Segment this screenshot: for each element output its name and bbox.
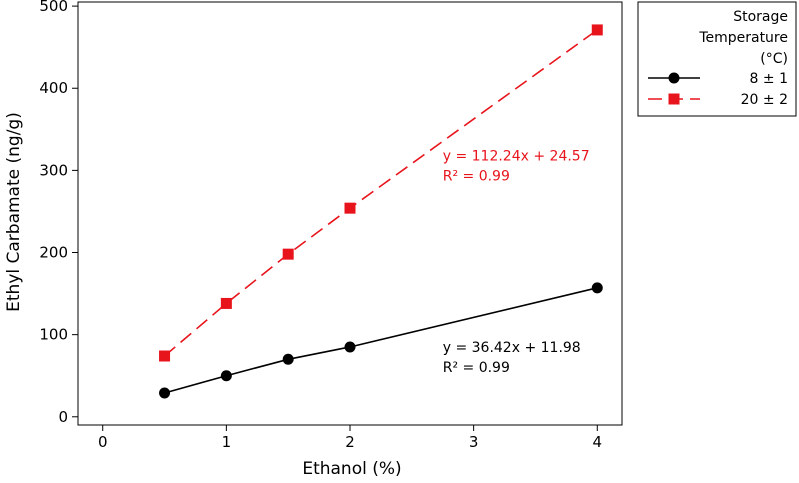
data-point bbox=[344, 341, 356, 353]
legend-title: Storage bbox=[733, 9, 788, 25]
data-point bbox=[159, 350, 171, 362]
series-group bbox=[159, 24, 603, 399]
legend-marker bbox=[668, 93, 680, 105]
regression-annotation: R² = 0.99 bbox=[443, 360, 510, 376]
legend-box bbox=[637, 1, 797, 117]
y-tick-label: 200 bbox=[39, 244, 68, 262]
axis-ticks: 0 1 2 3 4 0 100 200 300 400 500 bbox=[39, 0, 602, 451]
y-tick-label: 400 bbox=[39, 79, 68, 97]
legend: Storage Temperature (°C) 8 ± 1 20 ± 2 bbox=[637, 1, 797, 117]
data-point bbox=[282, 353, 294, 365]
legend-entry-label: 8 ± 1 bbox=[750, 71, 788, 87]
y-axis-label: Ethyl Carbamate (ng/g) bbox=[4, 112, 24, 312]
regression-annotation: y = 36.42x + 11.98 bbox=[443, 340, 581, 356]
x-tick-label: 2 bbox=[345, 433, 355, 451]
x-tick-label: 0 bbox=[98, 433, 108, 451]
series-1 bbox=[159, 24, 603, 362]
x-tick-label: 1 bbox=[222, 433, 232, 451]
y-tick-label: 500 bbox=[39, 0, 68, 15]
data-point bbox=[159, 387, 171, 399]
data-point bbox=[591, 282, 603, 294]
data-point bbox=[344, 202, 356, 214]
y-tick-label: 0 bbox=[58, 408, 68, 426]
y-tick-label: 300 bbox=[39, 161, 68, 179]
legend-marker bbox=[668, 72, 680, 84]
y-tick-label: 100 bbox=[39, 326, 68, 344]
legend-title: (°C) bbox=[760, 51, 788, 67]
x-tick-label: 4 bbox=[592, 433, 602, 451]
x-axis-label: Ethanol (%) bbox=[302, 459, 401, 479]
legend-entry-label: 20 ± 2 bbox=[741, 92, 788, 108]
series-0 bbox=[159, 282, 603, 399]
data-point bbox=[282, 248, 294, 260]
data-point bbox=[220, 297, 232, 309]
legend-title: Temperature bbox=[698, 30, 788, 46]
regression-annotation: R² = 0.99 bbox=[443, 169, 510, 185]
x-tick-label: 3 bbox=[469, 433, 479, 451]
regression-annotation: y = 112.24x + 24.57 bbox=[443, 149, 590, 165]
data-point bbox=[220, 370, 232, 382]
data-point bbox=[591, 24, 603, 36]
annotations: y = 112.24x + 24.57 R² = 0.99 y = 36.42x +… bbox=[443, 149, 590, 376]
